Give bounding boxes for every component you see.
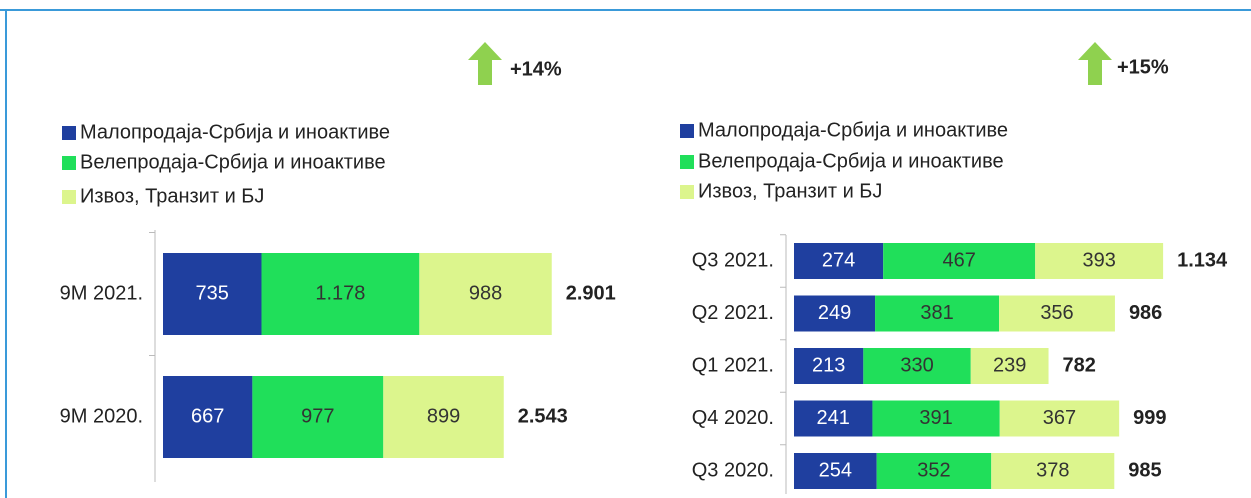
value-label: 393 [1082, 249, 1115, 271]
value-label: 899 [427, 405, 460, 427]
legend-label: Велепродаја-Србија и иноактиве [698, 150, 1004, 172]
bar-segment [163, 376, 253, 458]
category-label: Q3 2020. [692, 459, 774, 481]
category-label: Q3 2021. [692, 249, 774, 271]
total-label: 999 [1133, 407, 1166, 429]
category-label: 9M 2021. [60, 282, 143, 304]
total-label: 2.901 [566, 282, 616, 304]
bar-segment [261, 253, 420, 335]
total-label: 986 [1129, 302, 1162, 324]
legend-swatch [62, 126, 76, 140]
value-label: 274 [822, 249, 855, 271]
value-label: 977 [301, 405, 334, 427]
category-label: Q4 2020. [692, 407, 774, 429]
bar-segment [794, 453, 877, 489]
value-label: 249 [818, 302, 851, 324]
bar-segment [794, 243, 884, 279]
bar-segment [1035, 243, 1164, 279]
legend-swatch [680, 155, 694, 169]
total-label: 1.134 [1177, 249, 1228, 271]
legend-swatch [62, 156, 76, 170]
bar-segment [419, 253, 552, 335]
value-label: 254 [819, 459, 852, 481]
annotation: +14% [510, 58, 562, 80]
value-label: 367 [1043, 407, 1076, 429]
value-label: 356 [1040, 302, 1073, 324]
value-label: 241 [817, 407, 850, 429]
bar-segment [875, 295, 1000, 332]
value-label: 378 [1036, 459, 1069, 481]
legend-swatch [680, 185, 694, 199]
bar-segment [999, 295, 1115, 332]
bar-segment [999, 400, 1120, 437]
legend-label: Извоз, Транзит и БЈ [698, 180, 882, 202]
bar-segment [863, 348, 971, 384]
bar-segment [876, 453, 992, 489]
value-label: 381 [920, 302, 953, 324]
up-arrow [468, 42, 502, 85]
bar-segment [383, 376, 504, 458]
category-label: Q2 2021. [692, 302, 774, 324]
bar-segment [163, 253, 262, 335]
bar-segment [970, 348, 1049, 384]
value-label: 213 [812, 354, 845, 376]
category-label: 9M 2020. [60, 405, 143, 427]
legend-swatch [62, 190, 76, 204]
bar-segment [794, 348, 864, 384]
value-label: 330 [900, 354, 933, 376]
value-label: 391 [919, 407, 952, 429]
bar-segment [883, 243, 1036, 279]
legend-label: Велепродаја-Србија и иноактиве [80, 151, 386, 173]
bar-segment [872, 400, 1000, 437]
legend-label: Извоз, Транзит и БЈ [80, 185, 264, 207]
bar-segment [252, 376, 384, 458]
total-label: 2.543 [518, 405, 568, 427]
value-label: 988 [469, 282, 502, 304]
legend-swatch [680, 124, 694, 138]
value-label: 467 [943, 249, 976, 271]
total-label: 782 [1063, 354, 1096, 376]
legend-label: Малопродаја-Србија и иноактиве [80, 121, 390, 143]
value-label: 1.178 [315, 282, 365, 304]
value-label: 352 [917, 459, 950, 481]
bar-segment [794, 400, 873, 437]
up-arrow [1078, 42, 1112, 85]
value-label: 735 [196, 282, 229, 304]
value-label: 239 [993, 354, 1026, 376]
legend-label: Малопродаја-Србија и иноактиве [698, 119, 1008, 141]
annotation: +15% [1117, 56, 1169, 78]
value-label: 667 [191, 405, 224, 427]
bar-segment [991, 453, 1115, 489]
category-label: Q1 2021. [692, 354, 774, 376]
bar-segment [794, 295, 876, 332]
total-label: 985 [1128, 459, 1161, 481]
